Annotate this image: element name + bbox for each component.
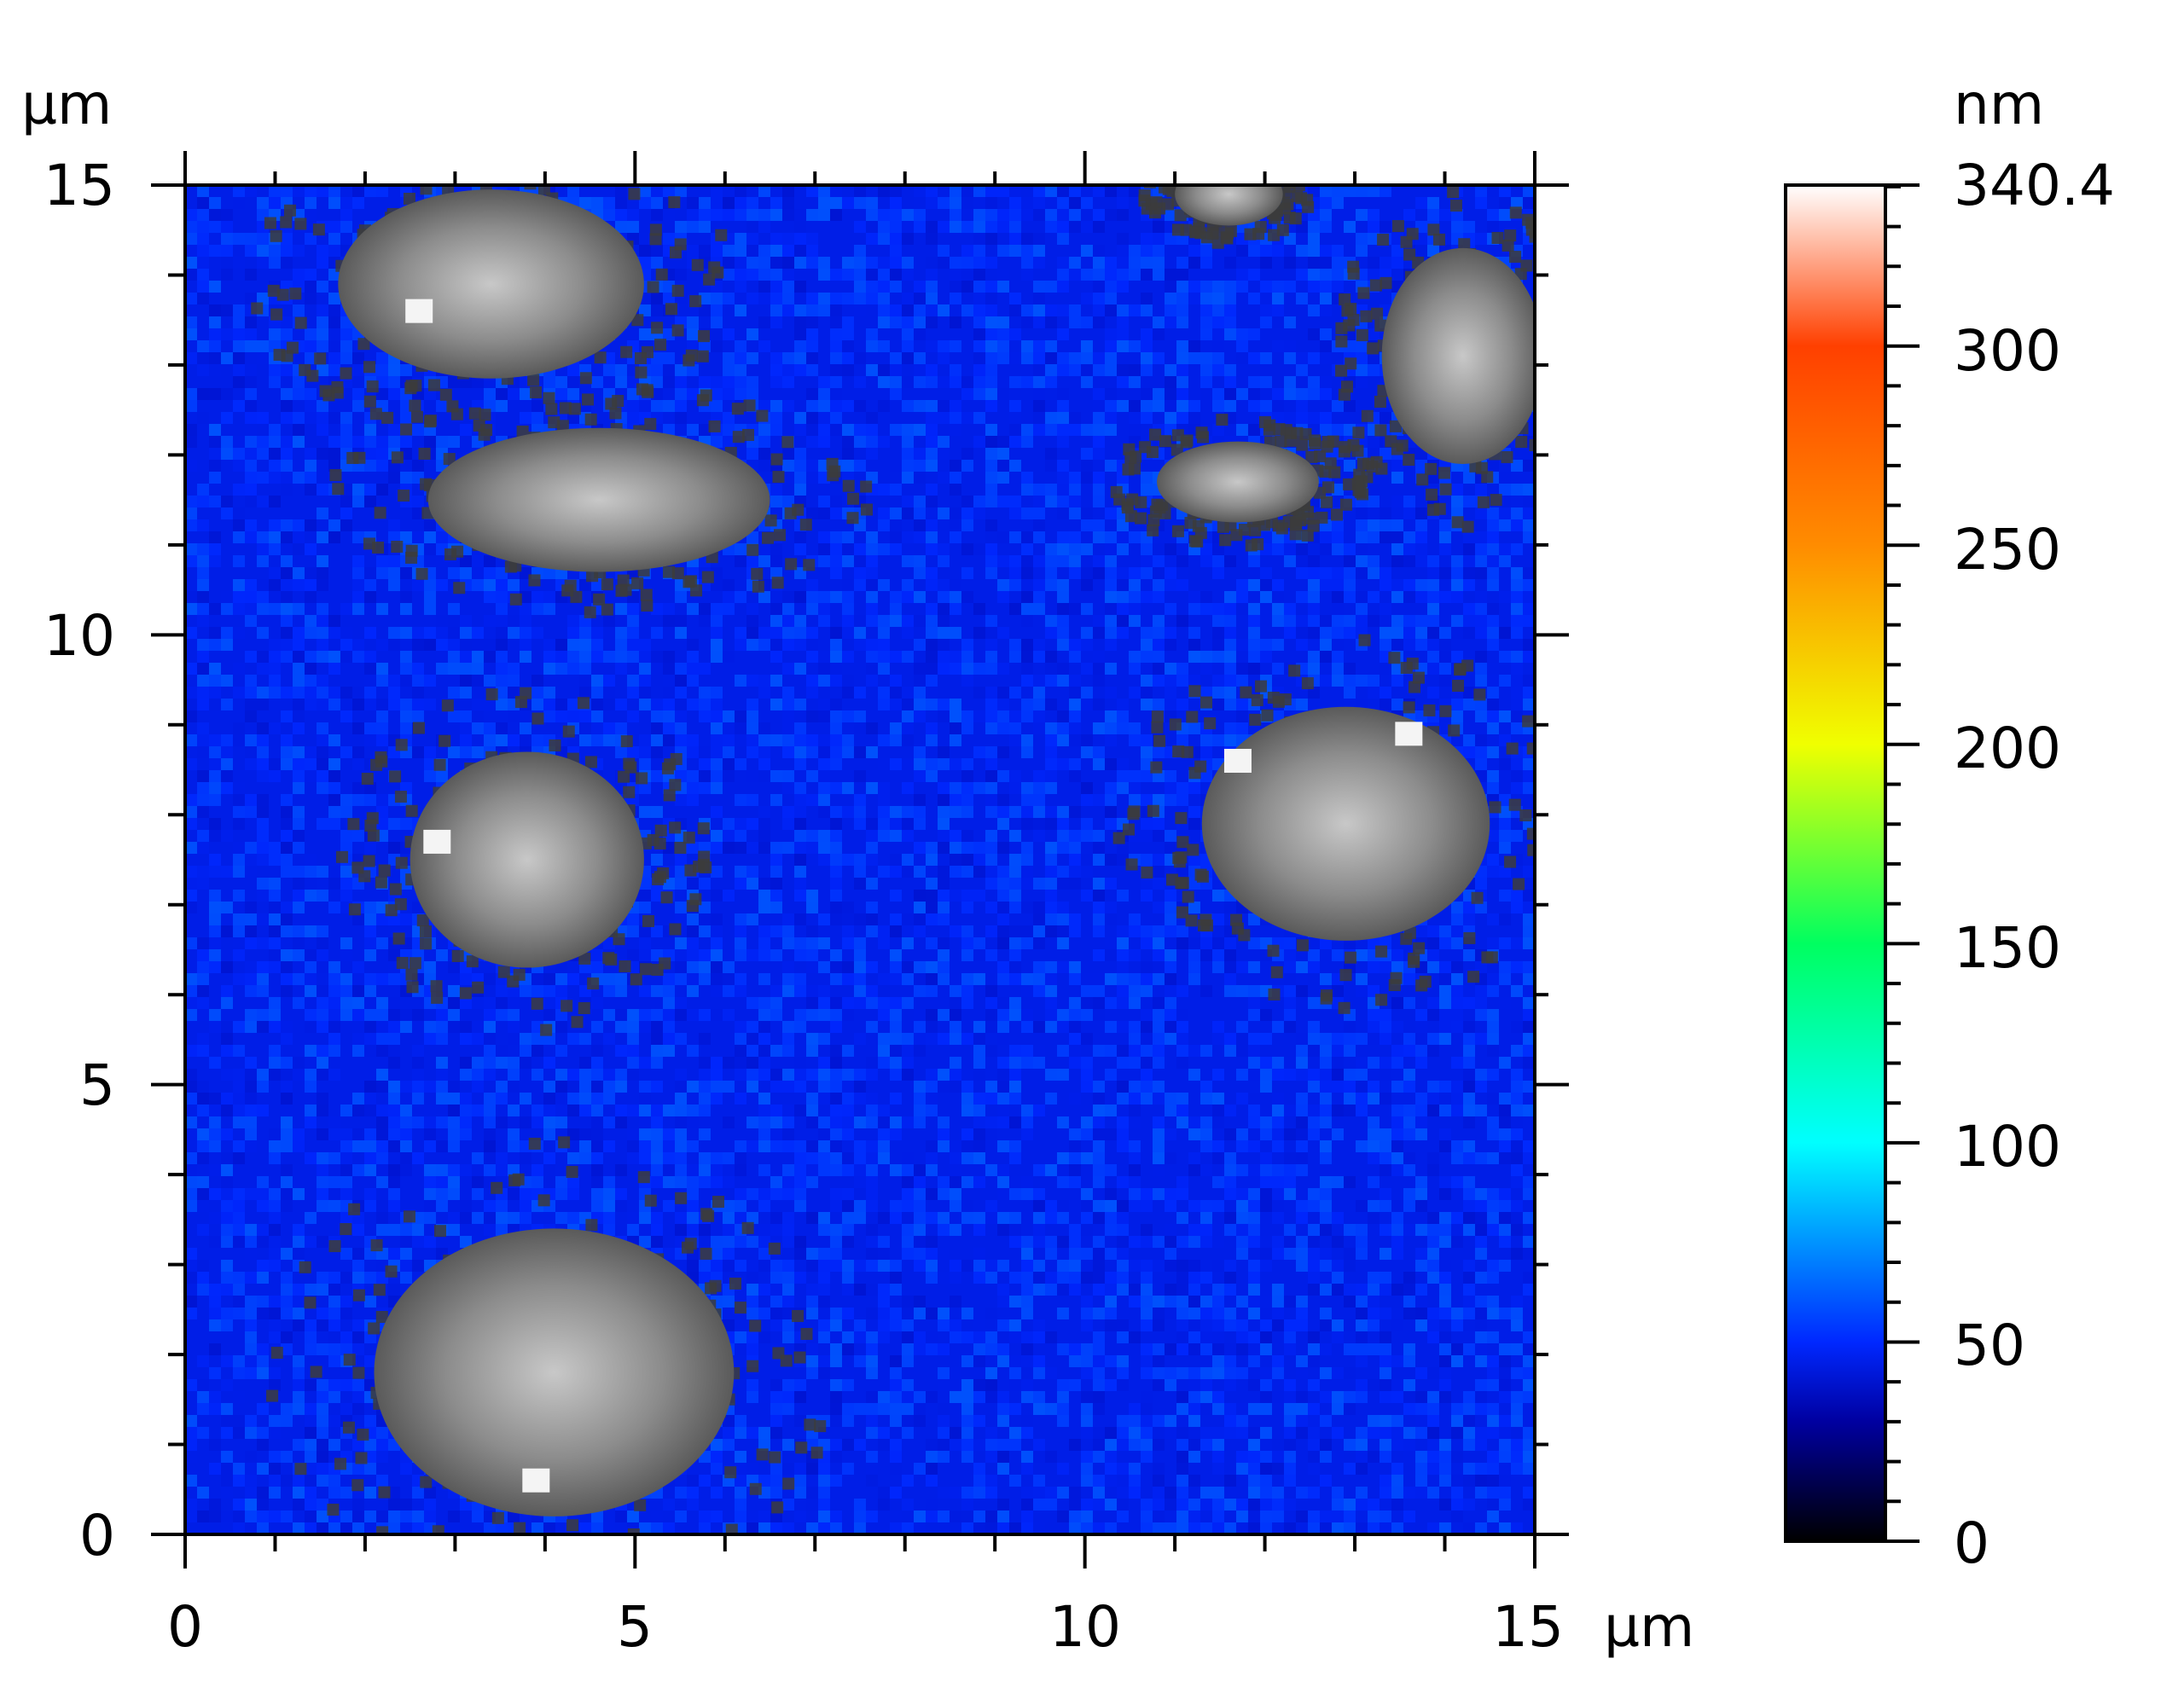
grain-top-left — [338, 189, 644, 379]
y-axis-unit: µm — [21, 72, 112, 137]
grain-top-center — [1175, 185, 1283, 226]
colorbar-tick-label-300: 300 — [1954, 318, 2061, 384]
grain-top-right — [1381, 247, 1535, 464]
y-tick-label-5: 5 — [79, 1052, 115, 1118]
y-tick-label-0: 0 — [79, 1503, 115, 1569]
y-tick-label-15: 15 — [44, 153, 115, 218]
colorbar-tick-label-200: 200 — [1954, 716, 2061, 781]
grain-mid-left — [410, 751, 644, 968]
y-axis — [151, 183, 1569, 1536]
colorbar-tick-label-150: 150 — [1954, 915, 2061, 981]
x-axis — [183, 151, 1536, 1569]
x-tick-label-5: 5 — [617, 1594, 653, 1660]
substrate-texture — [185, 185, 1535, 1534]
patch-right-mid — [1157, 441, 1319, 523]
x-tick-label-15: 15 — [1492, 1594, 1564, 1660]
x-tick-label-10: 10 — [1049, 1594, 1121, 1660]
bright-spot-3 — [1395, 722, 1423, 746]
grain-right — [1201, 706, 1490, 941]
colorbar-tick-label-100: 100 — [1954, 1114, 2061, 1180]
colorbar-tick-label-250: 250 — [1954, 517, 2061, 583]
height-map-plot: 0 5 10 15 µm 0 5 10 15 µm — [21, 72, 1694, 1660]
colorbar: 0 50 100 150 200 250 300 340.4 nm — [1784, 72, 2115, 1576]
x-axis-unit: µm — [1604, 1594, 1694, 1660]
y-tick-label-10: 10 — [44, 603, 115, 669]
bright-spot-1 — [423, 829, 451, 854]
height-map-image — [185, 185, 1535, 1534]
colorbar-tick-label-0: 0 — [1954, 1511, 1989, 1576]
bright-spot-4 — [1223, 748, 1252, 773]
bright-spot-2 — [522, 1468, 550, 1493]
bright-spot-0 — [405, 299, 433, 323]
plot-frame — [183, 183, 1536, 1536]
colorbar-tick-label-max: 340.4 — [1954, 153, 2115, 218]
colorbar-unit: nm — [1954, 72, 2044, 137]
colorbar-gradient — [1786, 185, 1885, 1541]
colorbar-tick-label-50: 50 — [1954, 1313, 2025, 1378]
colorbar-ticks — [1885, 183, 1920, 1543]
grain-bottom-left — [374, 1228, 735, 1516]
x-tick-label-0: 0 — [167, 1594, 203, 1660]
grain-upper-left — [427, 427, 770, 572]
